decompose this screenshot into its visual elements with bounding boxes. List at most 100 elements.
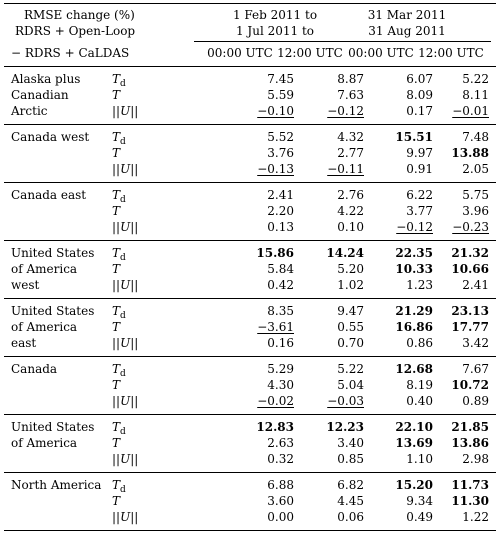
cell-p2-00: 0.86: [406, 336, 433, 350]
cell-p1-00: 3.60: [267, 494, 294, 508]
variable-symbol: ||U||: [112, 452, 139, 466]
cell-p2-00: 15.20: [395, 478, 433, 492]
variable-symbol: Td: [112, 478, 126, 495]
period2-line2: 31 Aug 2011: [368, 24, 446, 38]
region-label: Canada west: [11, 130, 90, 144]
col-header-p1-12: 12:00 UTC: [277, 46, 343, 60]
top-rule: [4, 3, 496, 5]
cell-p2-12: 23.13: [451, 304, 489, 318]
cell-p1-00: 0.13: [267, 220, 294, 234]
region-label: of America: [11, 262, 78, 276]
region-label: of America: [11, 436, 78, 450]
region-label: west: [11, 278, 40, 292]
col-header-p1-00: 00:00 UTC: [207, 46, 273, 60]
cell-p1-00: 0.00: [267, 510, 294, 524]
region-label: United States: [11, 304, 95, 318]
cell-p1-00: 0.42: [267, 278, 294, 292]
cell-p2-00: 8.19: [406, 378, 433, 392]
cell-p2-00: 13.69: [395, 436, 433, 450]
bottom-rule: [4, 530, 496, 532]
col-header-p2-00: 00:00 UTC: [348, 46, 414, 60]
cell-p2-00: 0.40: [406, 394, 433, 408]
cell-p2-12: −0.01: [452, 104, 489, 118]
cell-p1-00: 4.30: [267, 378, 294, 392]
cell-p1-00: 5.52: [267, 130, 294, 144]
variable-symbol: T: [112, 262, 121, 276]
cell-p2-00: 15.51: [395, 130, 433, 144]
cell-p2-00: 10.33: [395, 262, 433, 276]
cell-p1-12: 6.82: [337, 478, 364, 492]
variable-symbol: T: [112, 146, 121, 160]
variable-symbol: Td: [112, 188, 126, 205]
cell-p2-12: 11.30: [451, 494, 489, 508]
cell-p1-00: 2.63: [267, 436, 294, 450]
cell-p1-00: −3.61: [257, 320, 294, 334]
variable-symbol: ||U||: [112, 336, 139, 350]
cell-p1-00: 0.32: [267, 452, 294, 466]
cell-p2-00: 22.10: [395, 420, 433, 434]
cell-p1-12: 14.24: [326, 246, 364, 260]
header-title-line2: RDRS + Open-Loop: [15, 24, 136, 38]
cell-p2-12: 3.96: [462, 204, 489, 218]
cell-p1-00: 8.35: [267, 304, 294, 318]
region-label: Alaska plus: [11, 72, 81, 86]
region-label: Canada: [11, 362, 58, 376]
cell-p1-00: 7.45: [267, 72, 294, 86]
cell-p1-00: −0.10: [257, 104, 294, 118]
variable-symbol: Td: [112, 246, 126, 263]
period1-line2: 1 Jul 2011 to: [235, 24, 315, 38]
cell-p2-00: 8.09: [406, 88, 433, 102]
cell-p1-00: 6.88: [267, 478, 294, 492]
region-label: North America: [11, 478, 102, 492]
cell-p1-00: 15.86: [256, 246, 294, 260]
cell-p1-12: 4.32: [337, 130, 364, 144]
cell-p1-00: 5.59: [267, 88, 294, 102]
variable-symbol: Td: [112, 130, 126, 147]
group-separator: [4, 240, 496, 241]
cell-p1-00: 5.84: [267, 262, 294, 276]
cell-p2-12: −0.23: [452, 220, 489, 234]
cell-p1-00: −0.02: [257, 394, 294, 408]
cell-p2-12: 10.66: [451, 262, 489, 276]
col-header-p2-12: 12:00 UTC: [418, 46, 484, 60]
region-label: east: [11, 336, 37, 350]
cell-p1-00: −0.13: [257, 162, 294, 176]
cell-p2-12: 2.05: [462, 162, 489, 176]
region-label: of America: [11, 320, 78, 334]
cell-p2-12: 10.72: [451, 378, 489, 392]
cell-p2-00: 6.22: [406, 188, 433, 202]
variable-symbol: T: [112, 436, 121, 450]
variable-symbol: Td: [112, 362, 126, 379]
cell-p2-00: 1.23: [406, 278, 433, 292]
period1-underline: [194, 41, 358, 42]
cell-p2-12: 17.77: [451, 320, 489, 334]
cell-p2-12: 5.22: [462, 72, 489, 86]
variable-symbol: ||U||: [112, 394, 139, 408]
cell-p1-12: 12.23: [326, 420, 364, 434]
cell-p1-12: −0.12: [327, 104, 364, 118]
group-separator: [4, 124, 496, 125]
cell-p2-00: 1.10: [406, 452, 433, 466]
variable-symbol: ||U||: [112, 510, 139, 524]
cell-p1-12: 2.76: [337, 188, 364, 202]
cell-p1-12: 7.63: [337, 88, 364, 102]
cell-p2-00: 12.68: [395, 362, 433, 376]
region-label: United States: [11, 246, 95, 260]
cell-p1-12: 1.02: [337, 278, 364, 292]
cell-p2-00: 6.07: [406, 72, 433, 86]
cell-p2-00: 0.17: [406, 104, 433, 118]
cell-p1-12: 0.10: [337, 220, 364, 234]
variable-symbol: Td: [112, 304, 126, 321]
cell-p2-12: 21.32: [451, 246, 489, 260]
cell-p1-12: 4.45: [337, 494, 364, 508]
header-title-line1: RMSE change (%): [24, 8, 135, 22]
group-separator: [4, 414, 496, 415]
cell-p2-12: 21.85: [451, 420, 489, 434]
cell-p1-12: 2.77: [337, 146, 364, 160]
cell-p1-00: 2.41: [267, 188, 294, 202]
variable-symbol: ||U||: [112, 220, 139, 234]
cell-p2-00: 0.91: [406, 162, 433, 176]
cell-p2-12: 7.67: [462, 362, 489, 376]
cell-p1-12: 4.22: [337, 204, 364, 218]
cell-p2-00: 0.49: [406, 510, 433, 524]
